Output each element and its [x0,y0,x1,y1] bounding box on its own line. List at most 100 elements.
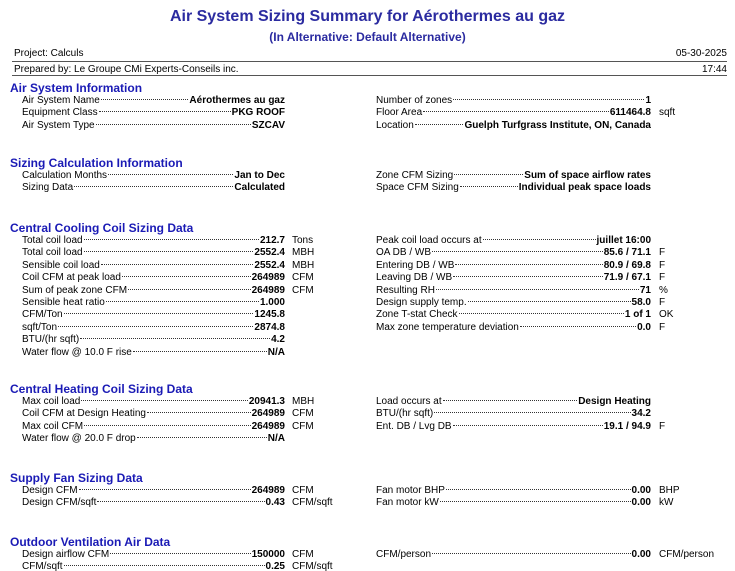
field-unit: F [659,321,666,333]
field-row: Total coil load 212.7 [22,235,285,247]
field-unit: CFM [292,284,314,296]
leader [455,263,603,265]
field-row: CFM/Ton 1245.8 [22,309,285,321]
field-value: 611464.8 [609,107,651,119]
field-row: OA DB / WB 85.6 / 71.1 [376,247,651,259]
field-label: Zone CFM Sizing [376,170,454,181]
field-row: Floor Area 611464.8 [376,107,651,119]
field-row: Resulting RH 71 [376,285,651,297]
field-unit: Tons [292,235,314,246]
section-title: Central Heating Coil Sizing Data [10,382,193,396]
field-unit: F [659,247,666,259]
field-row: sqft/Ton 2874.8 [22,322,285,334]
field-value: 264989 [251,272,285,284]
leader [121,276,251,278]
leader [108,174,234,175]
section-title: Central Cooling Coil Sizing Data [10,221,194,235]
field-value: 85.6 / 71.1 [603,247,651,259]
leader [132,350,267,352]
field-row: Water flow @ 10.0 F rise N/A [22,347,285,359]
field-row: Water flow @ 20.0 F drop N/A [22,433,285,445]
field-row: Design supply temp. 58.0 [376,297,651,309]
leader [63,565,265,567]
field-label: Sizing Data [22,182,74,194]
field-label: Ent. DB / Lvg DB [376,420,452,432]
field-row: Max coil CFM 264989 [22,421,285,433]
field-unit: F [659,297,666,308]
field-label: Sensible coil load [22,259,100,271]
section-title: Sizing Calculation Information [10,156,183,170]
field-value: Jan to Dec [234,170,285,181]
field-row: Ent. DB / Lvg DB 19.1 / 94.9 [376,421,651,433]
field-value: 0.00 [631,549,651,560]
field-value: N/A [267,433,285,445]
field-row: Max coil load 20941.3 [22,396,285,408]
project: Project: Calculs [14,48,84,59]
leader [110,553,251,554]
field-label: CFM/person [376,549,432,560]
field-unit: OK [659,309,674,321]
divider [12,75,727,76]
leader [423,111,609,113]
field-unit: CFM [292,420,314,432]
field-label: Coil CFM at peak load [22,272,121,284]
field-unit: F [659,259,666,271]
leader [482,239,596,240]
field-value: 2552.4 [254,259,285,271]
field-label: Zone T-stat Check [376,309,458,321]
field-row: Total coil load 2552.4 [22,247,285,259]
field-row: Space CFM Sizing Individual peak space lo… [376,182,651,194]
field-row: CFM/sqft 0.25 [22,561,285,571]
field-value: 1245.8 [254,309,285,321]
field-label: BTU/(hr sqft) [22,334,80,346]
leader [80,338,271,340]
field-row: Fan motor kW 0.00 [376,497,651,509]
field-value: Calculated [234,182,285,194]
field-row: BTU/(hr sqft) 4.2 [22,334,285,346]
field-row: Max zone temperature deviation 0.0 [376,322,651,334]
field-unit: F [659,420,666,432]
field-row: Coil CFM at Design Heating 264989 [22,408,285,420]
field-label: Coil CFM at Design Heating [22,408,146,420]
field-label: Total coil load [22,247,83,259]
field-value: 212.7 [259,235,285,246]
field-label: Calculation Months [22,170,108,181]
field-value: 71.9 / 67.1 [603,272,651,284]
field-label: Max zone temperature deviation [376,321,519,333]
field-row: CFM/person 0.00 [376,549,651,561]
field-label: OA DB / WB [376,247,432,259]
field-row: Design CFM 264989 [22,485,285,497]
field-row: Sensible heat ratio 1.000 [22,297,285,309]
leader [78,489,251,490]
leader [459,186,518,188]
field-row: Location Guelph Turfgrass Institute, ON, … [376,120,651,132]
leader [442,400,578,401]
field-label: Max coil CFM [22,420,84,432]
field-row: Sum of peak zone CFM 264989 [22,285,285,297]
section-title: Air System Information [10,81,143,95]
field-value: 1 [645,95,651,106]
field-value: Guelph Turfgrass Institute, ON, Canada [464,119,651,131]
field-value: 19.1 / 94.9 [603,420,651,432]
field-row: Sizing Data Calculated [22,182,285,194]
leader [83,239,259,240]
field-value: 264989 [251,284,285,296]
field-label: Air System Name [22,95,100,106]
field-label: Space CFM Sizing [376,182,459,194]
field-value: 2552.4 [254,247,285,259]
leader [453,276,603,278]
field-label: Number of zones [376,95,453,106]
field-unit: % [659,284,668,296]
report-subtitle: (In Alternative: Default Alternative) [269,30,466,44]
field-row: Leaving DB / WB 71.9 / 67.1 [376,272,651,284]
field-label: Sum of peak zone CFM [22,284,128,296]
field-row: Air System Type SZCAV [22,120,285,132]
field-unit: CFM/sqft [292,497,333,509]
leader [519,325,637,327]
field-label: Leaving DB / WB [376,272,453,284]
leader [81,400,248,401]
field-row: Design airflow CFM 150000 [22,549,285,561]
field-unit: CFM/sqft [292,561,333,571]
leader [74,186,234,188]
field-value: PKG ROOF [231,107,285,119]
